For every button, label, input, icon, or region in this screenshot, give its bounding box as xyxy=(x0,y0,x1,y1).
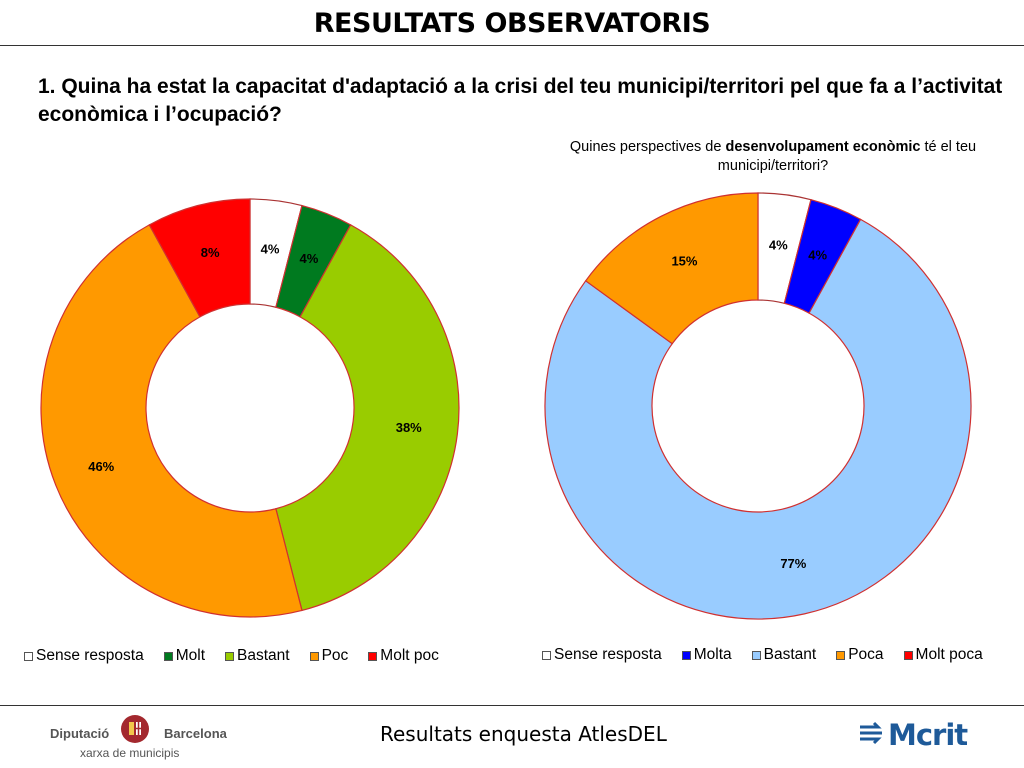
page-title: RESULTATS OBSERVATORIS xyxy=(313,8,711,39)
legend-label: Molt xyxy=(175,647,206,664)
slice-molt-poc xyxy=(148,198,251,318)
logo-name-1: Diputació xyxy=(50,726,110,741)
crest-icon xyxy=(121,715,149,743)
subtitle-part-1: Quines perspectives de xyxy=(569,139,726,155)
title-divider xyxy=(0,45,1024,46)
chart-1-legend: Sense resposta Molt Bastant Poc Molt poc xyxy=(24,647,459,665)
footer-caption: Resultats enquesta AtlesDEL xyxy=(380,722,667,746)
legend-item-sense-resposta: Sense resposta xyxy=(24,647,144,665)
legend-item-molt: Molt xyxy=(163,647,206,665)
question-text: 1. Quina ha estat la capacitat d'adaptac… xyxy=(38,75,1003,126)
legend-item-bastant: Bastant xyxy=(225,647,290,665)
data-label-sense-resposta: 4% xyxy=(769,237,788,252)
legend-label: Bastant xyxy=(763,646,817,663)
legend-swatch xyxy=(163,651,173,661)
legend-item-poca: Poca xyxy=(836,646,884,664)
slice-poca xyxy=(584,192,759,345)
legend-label: Molt poc xyxy=(380,647,439,664)
mcrit-logo: Mcrit xyxy=(858,716,978,752)
chart-2-legend: Sense resposta Molta Bastant Poca Molt poca xyxy=(542,646,1003,664)
legend-label: Molt poca xyxy=(915,646,983,663)
slice-bastant xyxy=(544,218,972,620)
data-label-sense-resposta: 4% xyxy=(261,241,280,256)
data-label-molt-poc: 8% xyxy=(201,245,220,260)
legend-label: Bastant xyxy=(237,647,290,664)
legend-swatch xyxy=(836,650,846,660)
legend-swatch xyxy=(681,650,691,660)
legend-item-molt-poca: Molt poca xyxy=(903,646,983,664)
legend-swatch xyxy=(309,651,319,661)
data-label-molta: 4% xyxy=(808,247,827,262)
legend-swatch xyxy=(225,651,235,661)
legend-label: Sense resposta xyxy=(554,646,662,663)
data-label-bastant: 38% xyxy=(396,420,422,435)
subtitle-part-2: té el teu municipi/territori? xyxy=(717,139,977,174)
legend-label: Molta xyxy=(693,646,732,663)
logo-name-2: Barcelona xyxy=(164,726,227,741)
legend-label: Poc xyxy=(321,647,349,664)
legend-label: Sense resposta xyxy=(36,647,144,664)
legend-swatch xyxy=(542,650,551,660)
chart-2-subtitle: Quines perspectives de desenvolupament e… xyxy=(526,138,1020,176)
legend-label: Poca xyxy=(848,646,884,663)
legend-item-molt-poc: Molt poc xyxy=(368,647,439,665)
slice-poc xyxy=(40,224,303,618)
slice-bastant xyxy=(275,224,460,612)
legend-swatch xyxy=(368,651,378,661)
data-label-bastant: 77% xyxy=(780,556,806,571)
legend-swatch xyxy=(24,651,33,661)
mcrit-arrows-icon xyxy=(860,721,882,745)
legend-swatch xyxy=(903,650,913,660)
logo-subtitle: xarxa de municipis xyxy=(80,746,180,760)
footer-divider xyxy=(0,705,1024,706)
donut-chart-1: 4% 4% 38% 46% 8% xyxy=(40,198,460,618)
donut-chart-2: 4% 4% 77% 15% xyxy=(544,192,972,620)
legend-item-bastant: Bastant xyxy=(751,646,817,664)
legend-item-molta: Molta xyxy=(681,646,732,664)
data-label-poc: 46% xyxy=(88,459,114,474)
mcrit-wordmark: Mcrit xyxy=(888,718,968,752)
diputacio-barcelona-logo: Diputació Barcelona xarxa de municipis xyxy=(50,710,230,762)
subtitle-bold: desenvolupament econòmic xyxy=(725,139,921,155)
data-label-molt: 4% xyxy=(300,251,319,266)
legend-item-sense-resposta: Sense resposta xyxy=(542,646,662,664)
legend-item-poc: Poc xyxy=(309,647,349,665)
data-label-poca: 15% xyxy=(671,254,697,269)
legend-swatch xyxy=(751,650,761,660)
